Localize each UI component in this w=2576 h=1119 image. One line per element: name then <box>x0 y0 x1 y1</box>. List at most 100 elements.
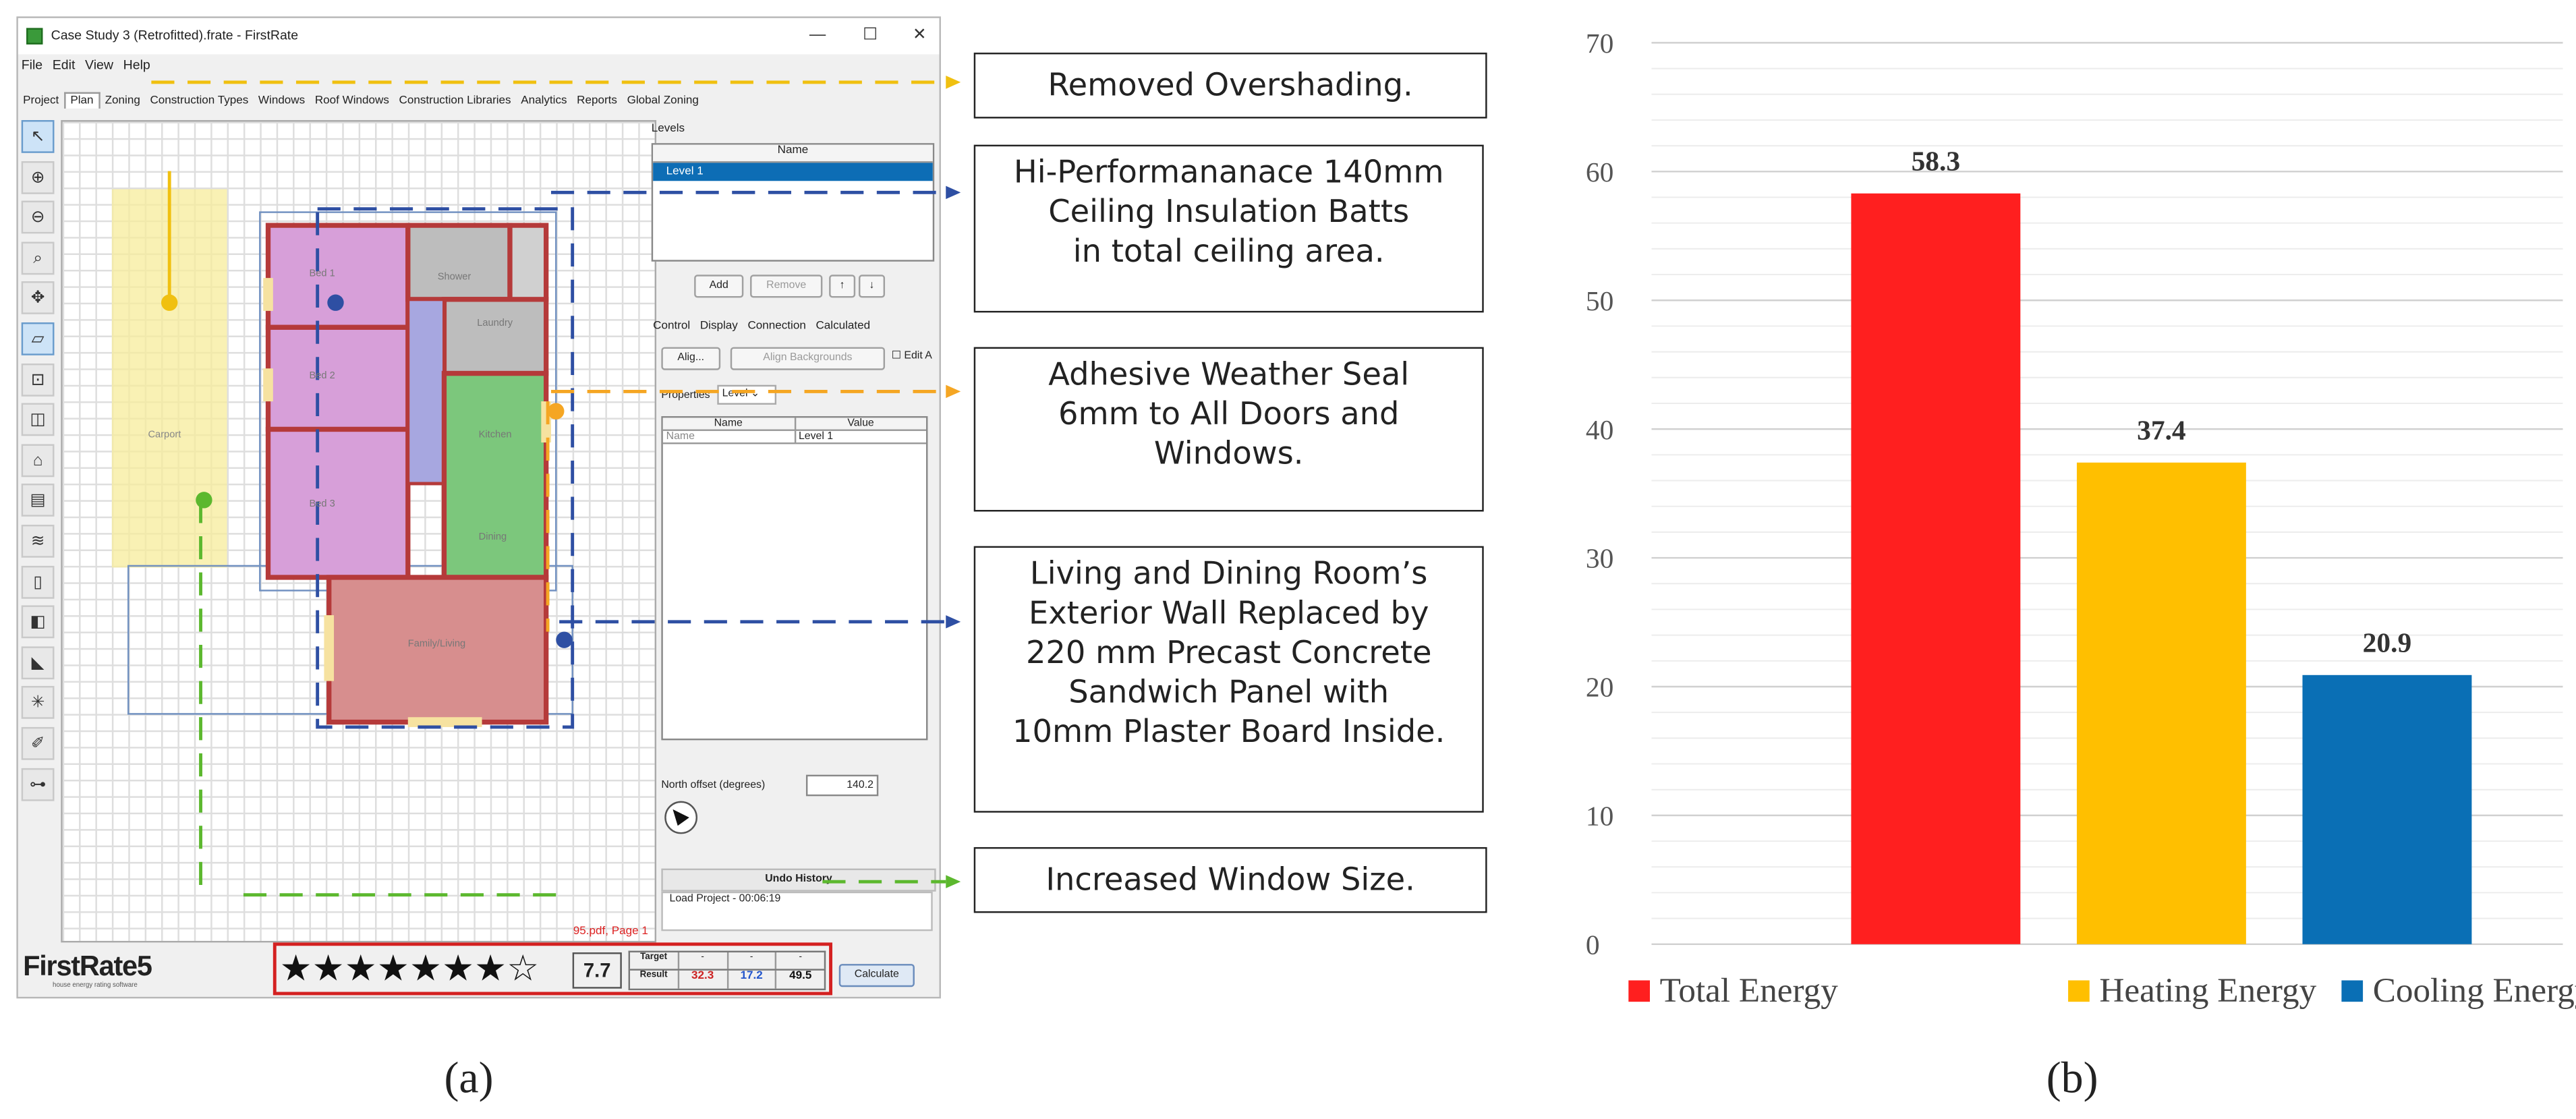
annotation-ceiling-line-1: Hi-Performananace 140mm <box>1013 154 1444 191</box>
north-offset-label: North offset (degrees) <box>661 779 766 792</box>
shade-icon[interactable]: ◣ <box>21 645 55 679</box>
app-icon <box>26 28 43 45</box>
room-label-carport: Carport <box>148 430 181 441</box>
tab-calculated[interactable]: Calculated <box>815 320 871 333</box>
properties-select[interactable]: Level ⌄ <box>717 384 777 405</box>
draw-room-icon[interactable]: ▱ <box>21 322 55 355</box>
menu-file[interactable]: File <box>21 57 43 73</box>
target-label: Target <box>640 952 668 963</box>
room-label-laundry: Laundry <box>477 319 513 329</box>
prop-col-name: Name <box>663 418 796 430</box>
snap-icon[interactable]: ✳ <box>21 686 55 720</box>
roof-icon[interactable]: ⌂ <box>21 443 55 477</box>
draw-zone-icon[interactable]: ◫ <box>21 403 55 436</box>
tab-plan[interactable]: Plan <box>63 92 101 109</box>
tab-zoning[interactable]: Zoning <box>105 95 140 107</box>
draw-wall-icon[interactable]: ⊡ <box>21 362 55 396</box>
tab-roof-windows[interactable]: Roof Windows <box>314 95 389 107</box>
legend-swatch <box>2068 980 2090 1002</box>
annotation-wall-line-3: 220 mm Precast Concrete <box>1025 635 1432 671</box>
tab-windows[interactable]: Windows <box>258 95 306 107</box>
star-rating: ★★★★★★★☆ <box>279 947 540 989</box>
data-label: 37.4 <box>2137 415 2186 446</box>
maximize-button[interactable]: ☐ <box>863 26 878 45</box>
tab-analytics[interactable]: Analytics <box>521 95 567 107</box>
tab-control[interactable]: Control <box>653 320 691 333</box>
y-tick-label: 40 <box>1586 414 1613 445</box>
room-label-bed-1: Bed 1 <box>309 269 335 280</box>
annotation-exterior-wall: Living and Dining Room’s Exterior Wall R… <box>973 546 1484 813</box>
zoom-fit-icon[interactable]: ⌕ <box>21 241 55 275</box>
legend-swatch <box>1628 980 1651 1002</box>
tab-display[interactable]: Display <box>699 320 738 333</box>
level-row[interactable]: Level 1 <box>653 163 933 181</box>
y-tick-label: 50 <box>1586 285 1613 316</box>
move-up-button[interactable]: ↑ <box>829 275 856 298</box>
tab-construction-libraries[interactable]: Construction Libraries <box>399 95 511 107</box>
room-label-kitchen: Kitchen <box>478 430 512 441</box>
y-tick-label: 20 <box>1586 672 1613 703</box>
pan-icon[interactable]: ✥ <box>21 281 55 315</box>
zoom-out-icon[interactable]: ⊖ <box>21 200 55 234</box>
remove-level-button[interactable]: Remove <box>750 275 823 298</box>
edit-checkbox[interactable]: ☐ Edit A <box>891 350 932 362</box>
tab-construction-types[interactable]: Construction Types <box>150 95 249 107</box>
undo-history-list: Load Project - 00:06:19 <box>661 891 933 931</box>
energy-results-table: Target - - - Result 32.3 17.2 49.5 <box>628 950 826 991</box>
tab-reports[interactable]: Reports <box>577 95 617 107</box>
result-label: Result <box>639 970 668 981</box>
north-offset-input[interactable]: 140.2 <box>805 774 879 797</box>
ceiling-icon[interactable]: ≋ <box>21 524 55 558</box>
annotation-ceiling-line-3: in total ceiling area. <box>1072 233 1385 270</box>
room-label-bed-3: Bed 3 <box>309 500 335 510</box>
menu-view[interactable]: View <box>85 57 114 73</box>
tab-project[interactable]: Project <box>23 95 59 107</box>
annotation-wall-line-2: Exterior Wall Replaced by <box>1028 595 1429 632</box>
target-value-3: - <box>775 952 824 969</box>
y-tick-label: 70 <box>1586 28 1613 59</box>
window-icon[interactable]: ◧ <box>21 605 55 639</box>
room-label-dining: Dining <box>478 533 507 543</box>
add-level-button[interactable]: Add <box>694 275 744 298</box>
undo-entry[interactable]: Load Project - 00:06:19 <box>669 893 781 905</box>
plan-footer: 95.pdf, Page 1 <box>573 925 648 938</box>
zoom-in-icon[interactable]: ⊕ <box>21 161 55 194</box>
legend-label: Cooling Energy <box>2373 971 2576 1010</box>
undo-history-header: Undo History <box>661 868 936 892</box>
y-tick-label: 10 <box>1586 801 1613 832</box>
levels-column-header: Name <box>653 144 933 163</box>
menu-bar: File Edit View Help <box>18 57 157 77</box>
levels-table: Name Level 1 <box>651 143 935 262</box>
annotation-ceiling-insulation: Hi-Performananace 140mm Ceiling Insulati… <box>973 144 1484 313</box>
annotation-window-text: Increased Window Size. <box>1046 861 1415 898</box>
title-bar: Case Study 3 (Retrofitted).frate - First… <box>18 18 940 55</box>
align-backgrounds-button[interactable]: Align Backgrounds <box>730 347 886 370</box>
data-label: 58.3 <box>1912 146 1961 177</box>
annotation-weather-seal: Adhesive Weather Seal 6mm to All Doors a… <box>973 347 1484 512</box>
floor-icon[interactable]: ▤ <box>21 484 55 517</box>
rating-box: ★★★★★★★☆ 7.7 Target - - - Result 32.3 17… <box>273 942 832 996</box>
prop-row-value[interactable]: Level 1 <box>798 430 834 443</box>
tab-global-zoning[interactable]: Global Zoning <box>627 95 699 107</box>
plan-canvas[interactable]: Carport Bed 1 Bed 2 Bed 3 Shower Laundry… <box>61 120 657 943</box>
close-button[interactable]: ✕ <box>912 26 927 45</box>
measure-icon[interactable]: ⊶ <box>21 767 55 801</box>
annotation-seal-line-1: Adhesive Weather Seal <box>1048 357 1410 393</box>
align-button[interactable]: Alig... <box>661 347 721 370</box>
calculate-button[interactable]: Calculate <box>838 964 915 987</box>
menu-help[interactable]: Help <box>123 57 150 73</box>
door-icon[interactable]: ▯ <box>21 565 55 598</box>
menu-edit[interactable]: Edit <box>52 57 76 73</box>
move-down-button[interactable]: ↓ <box>859 275 886 298</box>
main-tabs: Project Plan Zoning Construction Types Windo… <box>18 92 704 112</box>
eraser-icon[interactable]: ✐ <box>21 726 55 760</box>
minimize-button[interactable]: — <box>809 26 826 45</box>
tab-connection[interactable]: Connection <box>747 320 806 333</box>
result-heating: 32.3 <box>677 970 726 989</box>
select-pointer-icon[interactable]: ↖ <box>21 120 55 153</box>
result-total: 49.5 <box>775 970 824 989</box>
annotation-seal-line-3: Windows. <box>1153 436 1304 472</box>
rating-score: 7.7 <box>572 952 622 989</box>
rating-footer: FirstRate5 house energy rating software … <box>16 941 938 1007</box>
firstrate-logo: FirstRate5 <box>23 950 152 982</box>
